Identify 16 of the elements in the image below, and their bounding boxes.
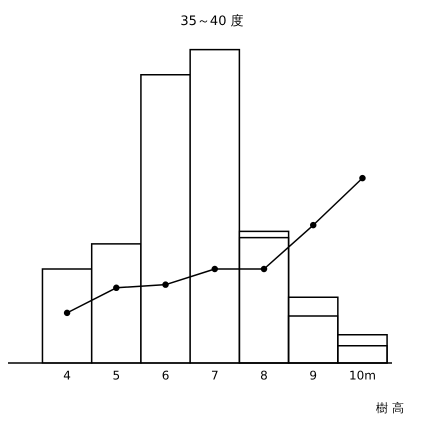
point bbox=[359, 174, 366, 182]
point bbox=[260, 266, 268, 272]
x-tick-label: 6 bbox=[162, 368, 170, 383]
x-axis-title: 樹 高 bbox=[376, 400, 404, 417]
x-tick-label: 5 bbox=[112, 368, 120, 383]
x-tick-label: 8 bbox=[260, 368, 268, 383]
point bbox=[212, 266, 218, 272]
x-tick-label: 4 bbox=[63, 368, 71, 383]
x-tick-label: 10m bbox=[348, 368, 376, 383]
x-tick-label: 7 bbox=[210, 368, 219, 383]
point bbox=[113, 284, 120, 292]
point bbox=[64, 310, 70, 316]
point bbox=[162, 281, 169, 288]
point bbox=[310, 222, 316, 228]
chart-title: 35～40 度 bbox=[179, 13, 245, 30]
x-tick-label: 9 bbox=[309, 368, 318, 383]
